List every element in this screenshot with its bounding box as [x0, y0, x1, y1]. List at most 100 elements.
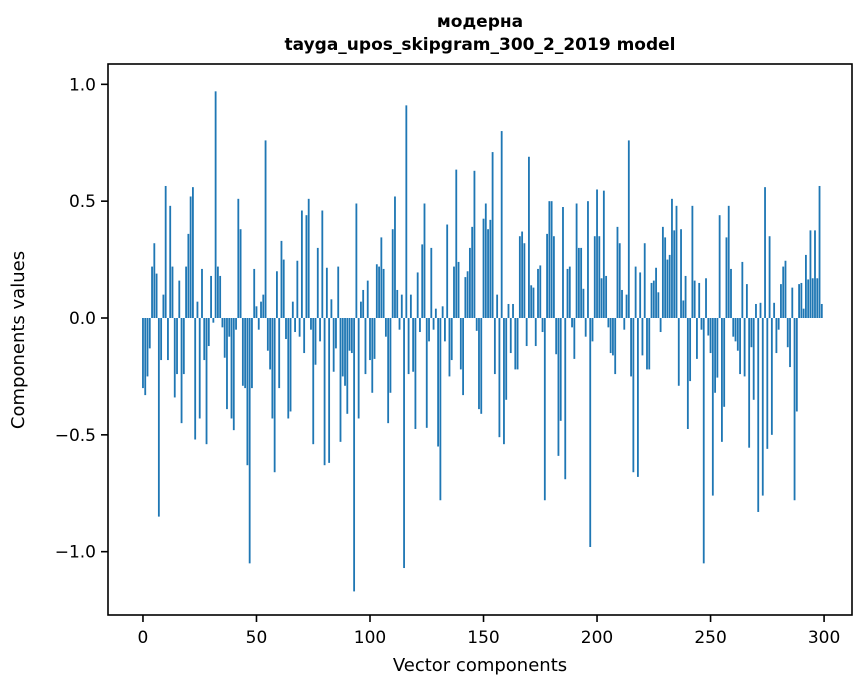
bar [682, 300, 685, 319]
bar [210, 275, 212, 318]
bar [500, 131, 503, 318]
bar [623, 318, 626, 330]
bar [584, 318, 587, 337]
y-tick-label: 1.0 [69, 75, 96, 95]
bar [373, 318, 376, 359]
bar [285, 318, 287, 340]
bar [739, 318, 741, 375]
bar [598, 236, 601, 319]
bar [636, 318, 639, 477]
bar [237, 198, 240, 318]
bar [684, 275, 687, 318]
bar [405, 105, 408, 318]
bar [745, 284, 748, 318]
bar [307, 198, 310, 318]
x-tick-label: 100 [354, 628, 386, 648]
bar [489, 219, 492, 318]
bar [253, 268, 256, 318]
bar [552, 236, 555, 319]
bar [686, 318, 689, 429]
bar [770, 318, 773, 435]
bar [641, 318, 644, 356]
bar [192, 187, 194, 319]
bar [630, 318, 632, 377]
bar [600, 278, 603, 318]
bar [182, 318, 185, 375]
bar [298, 318, 301, 337]
x-tick-label: 200 [581, 628, 613, 648]
bar [244, 318, 247, 389]
bar [153, 243, 156, 319]
bar [264, 140, 267, 318]
bar [698, 282, 701, 318]
bar [173, 318, 176, 398]
bar [605, 275, 608, 318]
bar [655, 267, 657, 318]
bar [437, 318, 440, 447]
bar [657, 292, 660, 318]
bar [734, 318, 737, 342]
bar [189, 196, 192, 318]
bar [144, 318, 147, 396]
bar [230, 318, 233, 419]
bar [471, 226, 474, 318]
bar [514, 318, 517, 370]
bar [201, 268, 203, 318]
bar [348, 318, 351, 351]
bar [652, 280, 655, 318]
bar [375, 264, 378, 318]
bar [800, 282, 803, 318]
bar [612, 318, 614, 356]
bar [350, 318, 353, 354]
bar [239, 229, 242, 319]
bar [287, 318, 290, 419]
bar [187, 233, 190, 318]
bar [707, 318, 710, 336]
bar [151, 266, 153, 318]
bar [580, 247, 583, 318]
bar [748, 318, 751, 448]
bar [752, 318, 755, 400]
bar [671, 198, 673, 318]
bar [289, 318, 292, 412]
bar [203, 318, 206, 361]
bar [223, 318, 226, 358]
bar [491, 152, 494, 318]
bar [766, 318, 769, 449]
bar [212, 318, 215, 323]
bar [632, 318, 635, 473]
bar [468, 247, 471, 318]
bar [732, 318, 735, 337]
bar [382, 268, 385, 318]
bar [146, 318, 149, 377]
ticks-group: 0 50 100 150 200 250 300 1.0 0.5 0.0 −0.5 −1.0 [55, 75, 841, 648]
bar [725, 237, 728, 319]
chart-title-word: модерна [437, 12, 523, 32]
bar [328, 318, 331, 463]
y-axis-label: Components values [8, 251, 29, 429]
x-tick-label: 150 [467, 628, 499, 648]
bar [207, 318, 210, 347]
bar [777, 318, 780, 330]
bar [711, 318, 714, 496]
bar [541, 318, 544, 333]
bar [784, 260, 787, 318]
bar [493, 318, 496, 375]
bar [176, 318, 178, 375]
bar [557, 318, 560, 456]
bar [582, 288, 585, 318]
bar [205, 318, 208, 445]
bar [789, 318, 791, 368]
bar [466, 271, 469, 318]
bar [716, 318, 719, 378]
bar [430, 247, 433, 318]
bar [798, 284, 801, 318]
bar [444, 318, 446, 342]
bar [219, 275, 222, 318]
bar [171, 266, 174, 318]
bar [550, 201, 553, 319]
bar [702, 318, 705, 564]
bar [339, 318, 342, 442]
